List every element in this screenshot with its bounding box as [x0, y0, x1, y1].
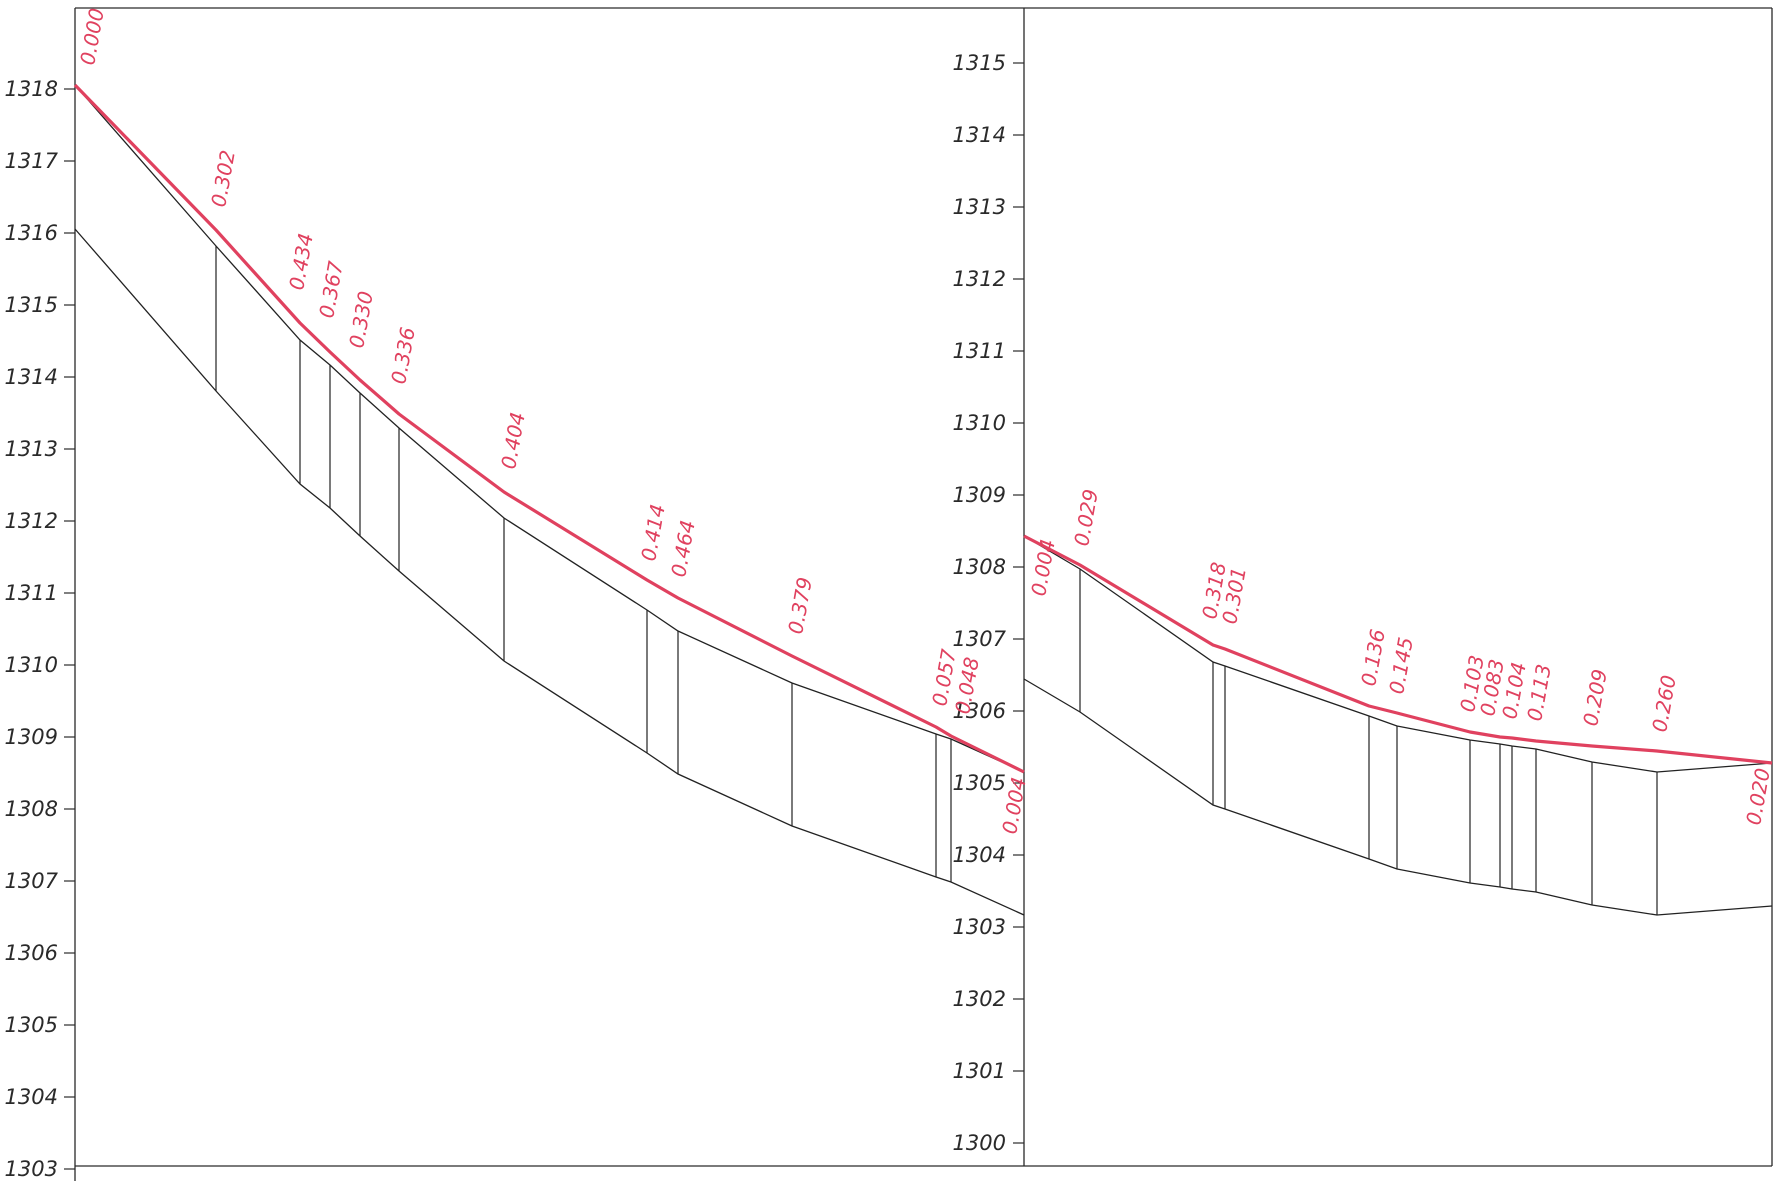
elevation-label: 1310	[953, 411, 1006, 435]
elevation-label: 1301	[953, 1059, 1006, 1083]
elevation-label: 1309	[953, 483, 1006, 507]
elevation-label: 1305	[953, 771, 1006, 795]
elevation-label: 1315	[5, 293, 58, 317]
left-bottom-profile-line	[74, 228, 1025, 916]
depth-label: 0.020	[1741, 766, 1775, 827]
depth-label: 0.414	[636, 502, 670, 563]
elevation-label: 1311	[5, 581, 58, 605]
elevation-label: 1313	[953, 195, 1006, 219]
elevation-label: 1317	[5, 149, 59, 173]
depth-label: 0.379	[783, 575, 817, 636]
depth-label: 0.260	[1647, 673, 1681, 734]
elevation-label: 1300	[953, 1131, 1006, 1155]
depth-label: 0.404	[496, 410, 530, 471]
elevation-label: 1304	[953, 843, 1006, 867]
left-elevation-axis: 1318 1317 1316 1315 1314 1313 1312 1311 …	[5, 77, 75, 1181]
elevation-label: 1312	[5, 509, 58, 533]
elevation-label: 1303	[5, 1157, 58, 1181]
depth-label: 0.434	[284, 231, 318, 292]
elevation-label: 1306	[953, 699, 1006, 723]
right-elevation-axis: 1315 1314 1313 1312 1311 1310 1309 1308 …	[953, 51, 1024, 1155]
right-ground-line	[1023, 534, 1773, 765]
left-profile: 0.000 0.302 0.434 0.367 0.330 0.336 0.40…	[73, 6, 1031, 916]
left-ground-line	[73, 83, 1025, 774]
elevation-label: 1303	[953, 915, 1006, 939]
elevation-label: 1311	[953, 339, 1006, 363]
depth-label: 0.004	[1026, 537, 1060, 598]
elevation-label: 1315	[953, 51, 1006, 75]
depth-label: 0.145	[1384, 635, 1418, 696]
right-mid-profile-line	[1023, 535, 1773, 773]
depth-label: 0.029	[1069, 487, 1103, 548]
depth-label: 0.136	[1356, 627, 1390, 688]
elevation-label: 1305	[5, 1013, 58, 1037]
depth-label: 0.330	[344, 289, 378, 350]
depth-label: 0.464	[666, 518, 700, 579]
elevation-label: 1309	[5, 725, 58, 749]
elevation-label: 1302	[953, 987, 1006, 1011]
elevation-label: 1318	[5, 77, 58, 101]
elevation-label: 1316	[5, 221, 58, 245]
depth-label: 0.000	[75, 6, 109, 67]
depth-label: 0.302	[206, 148, 240, 209]
elevation-label: 1304	[5, 1085, 58, 1109]
right-profile: 0.004 0.029 0.318 0.301 0.136 0.145 0.10…	[1023, 487, 1775, 916]
depth-label: 0.336	[386, 325, 420, 386]
left-mid-profile-line	[74, 84, 1025, 773]
elevation-label: 1308	[953, 555, 1006, 579]
elevation-label: 1314	[953, 123, 1006, 147]
depth-label: 0.367	[314, 259, 348, 320]
elevation-label: 1307	[953, 627, 1007, 651]
elevation-label: 1314	[5, 365, 58, 389]
elevation-label: 1313	[5, 437, 58, 461]
elevation-label: 1310	[5, 653, 58, 677]
elevation-label: 1308	[5, 797, 58, 821]
elevation-label: 1307	[5, 869, 59, 893]
elevation-label: 1312	[953, 267, 1006, 291]
elevation-label: 1306	[5, 941, 58, 965]
depth-label: 0.209	[1578, 667, 1612, 728]
